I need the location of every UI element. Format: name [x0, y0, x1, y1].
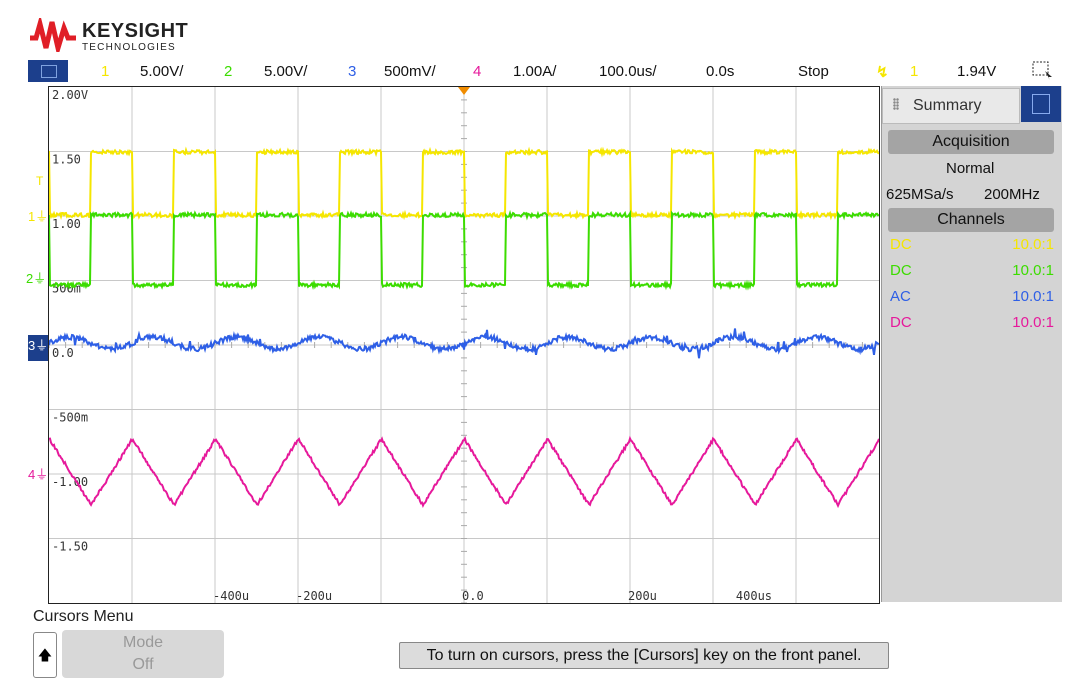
- ch1-scale[interactable]: 5.00V/: [140, 63, 183, 80]
- ch2-ground-marker[interactable]: 2⏚: [26, 268, 46, 287]
- trigger-channel[interactable]: 1: [910, 63, 918, 80]
- cursor-hint-message: To turn on cursors, press the [Cursors] …: [399, 642, 889, 669]
- ch2-scale[interactable]: 5.00V/: [264, 63, 307, 80]
- y-axis-label: 0.0: [52, 346, 74, 360]
- tab-summary-label: Summary: [913, 97, 981, 115]
- x-axis-label: -400u: [213, 589, 249, 603]
- x-axis-label: -200u: [296, 589, 332, 603]
- bandwidth: 200MHz: [984, 186, 1040, 203]
- x-axis-label: 400us: [736, 589, 772, 603]
- zoom-select-icon[interactable]: [1032, 61, 1054, 81]
- channel-row-2: DC 10.0:1: [882, 262, 1054, 284]
- trigger-position-icon: [458, 87, 470, 95]
- channel-row-1: DC 10.0:1: [882, 236, 1054, 258]
- ch1-number[interactable]: 1: [101, 63, 109, 80]
- ch2-number[interactable]: 2: [224, 63, 232, 80]
- tab-summary[interactable]: Summary: [882, 88, 1020, 124]
- y-axis-label: 1.00: [52, 217, 81, 231]
- acq-mode: Normal: [946, 160, 994, 177]
- channels-header: Channels: [888, 208, 1054, 232]
- cursor-mode-softkey[interactable]: Mode Off: [62, 630, 224, 678]
- logo-brand: KEYSIGHT: [82, 20, 188, 43]
- grip-icon: [893, 98, 899, 110]
- timebase[interactable]: 100.0us/: [599, 63, 657, 80]
- y-axis-label: -500m: [52, 411, 88, 425]
- keysight-wave-icon: [30, 18, 78, 52]
- keysight-logo: KEYSIGHT TECHNOLOGIES: [30, 18, 200, 54]
- acquisition-header: Acquisition: [888, 130, 1054, 154]
- menu-back-button[interactable]: 🡅: [33, 632, 57, 678]
- summary-panel: Summary Acquisition Normal 625MSa/s 200M…: [881, 86, 1062, 602]
- channel-row-4: DC 10.0:1: [882, 314, 1054, 336]
- y-axis-label: -1.50: [52, 540, 88, 554]
- run-state: Stop: [798, 63, 829, 80]
- x-axis-label: 200u: [628, 589, 657, 603]
- sample-rate: 625MSa/s: [886, 186, 954, 203]
- channel-row-3: AC 10.0:1: [882, 288, 1054, 310]
- waveform-canvas[interactable]: 2.00V1.501.00500m0.0-500m-1.00-1.50-400u…: [49, 87, 879, 603]
- y-axis-label: 1.50: [52, 153, 81, 167]
- ch1-ground-marker[interactable]: 1⏚: [28, 206, 48, 225]
- ch3-scale[interactable]: 500mV/: [384, 63, 436, 80]
- ch3-number[interactable]: 3: [348, 63, 356, 80]
- cursor-mode-label: Mode: [62, 634, 224, 652]
- trigger-level[interactable]: 1.94V: [957, 63, 996, 80]
- y-axis-label: -1.00: [52, 475, 88, 489]
- tab-panel-icon[interactable]: [1021, 86, 1061, 122]
- trigger-delay[interactable]: 0.0s: [706, 63, 734, 80]
- ch4-number[interactable]: 4: [473, 63, 481, 80]
- channel-ground-markers: T 1⏚ 2⏚ 3⏚ 4⏚: [24, 86, 48, 602]
- ch2-waveform: [49, 213, 879, 287]
- waveform-display[interactable]: 2.00V 1.50 1.00 500m 0.0 -500m -1.00 -1.50 -400u…: [48, 86, 880, 604]
- ch4-scale[interactable]: 1.00A/: [513, 63, 556, 80]
- x-axis-label: 0.0: [462, 589, 484, 603]
- trigger-level-marker-icon: T: [36, 174, 43, 188]
- logo-subtitle: TECHNOLOGIES: [82, 42, 176, 53]
- cursor-mode-value: Off: [62, 656, 224, 674]
- ch3-ground-marker[interactable]: 3⏚: [28, 335, 48, 361]
- cursors-menu-title: Cursors Menu: [33, 608, 133, 626]
- ch4-ground-marker[interactable]: 4⏚: [28, 464, 48, 483]
- status-bar: 1 5.00V/ 2 5.00V/ 3 500mV/ 4 1.00A/ 100.…: [28, 60, 1068, 82]
- ch1-waveform: [49, 150, 879, 217]
- trigger-edge-icon: ↯: [876, 63, 889, 81]
- y-axis-label: 2.00V: [52, 88, 88, 102]
- main-menu-button[interactable]: [28, 60, 68, 82]
